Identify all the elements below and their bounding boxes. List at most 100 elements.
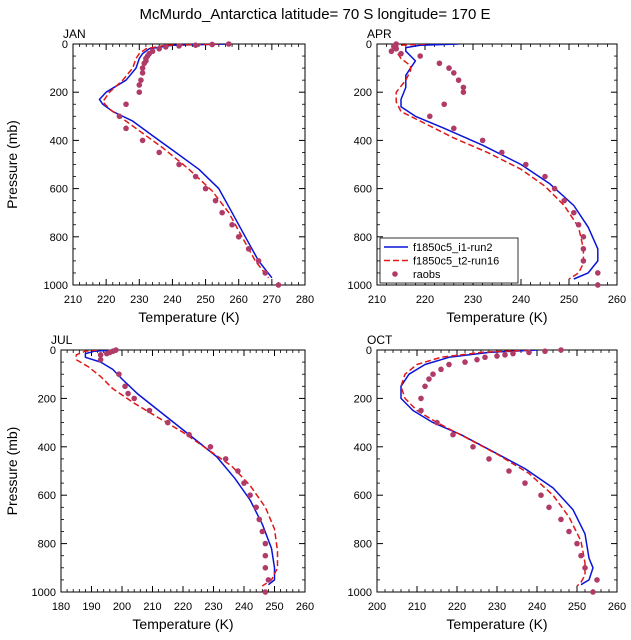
- x-tick-label-jul: 220: [174, 601, 192, 613]
- raobs-point-apr: [427, 113, 433, 120]
- raobs-point-apr: [542, 173, 548, 180]
- raobs-point-jul: [256, 516, 263, 523]
- raobs-point-oct: [494, 353, 500, 359]
- raobs-point-oct: [594, 577, 600, 583]
- series-group-oct: [400, 350, 594, 587]
- series-group-jul: [75, 350, 279, 587]
- raobs-point-apr: [436, 60, 443, 67]
- panels: JAN 210 220 230 240 250 260 270 280 0 200 400 600 800…: [4, 27, 626, 632]
- y-tick-label-jul: 800: [38, 539, 56, 551]
- raobs-point-jan: [262, 270, 269, 276]
- x-tick-label-jul: 230: [204, 601, 222, 613]
- raobs-point-oct: [430, 371, 436, 378]
- raobs-point-jul: [125, 390, 131, 397]
- raobs-point-apr: [499, 149, 505, 156]
- raobs-point-apr: [451, 70, 457, 76]
- x-tick-label-jan: 220: [97, 294, 115, 306]
- raobs-point-jan: [138, 77, 144, 83]
- raobs-point-apr: [479, 137, 486, 144]
- x-tick-label-jan: 230: [130, 294, 148, 306]
- panel-label-jan: JAN: [63, 27, 86, 41]
- raobs-point-jan: [176, 161, 182, 168]
- y-tick-label-jan: 800: [50, 232, 68, 244]
- raobs-point-apr: [595, 270, 601, 276]
- raobs-point-oct: [486, 456, 492, 462]
- x-tick-label-jul: 250: [265, 601, 283, 613]
- raobs-point-jul: [146, 407, 153, 414]
- raobs-point-jan: [275, 282, 282, 288]
- raobs-point-jan: [141, 60, 148, 67]
- raobs-point-jul: [164, 419, 171, 426]
- raobs-point-apr: [595, 282, 601, 288]
- legend-box: [379, 237, 519, 284]
- raobs-point-apr: [551, 185, 558, 192]
- x-tick-label-oct: 260: [608, 601, 626, 613]
- raobs-point-jan: [192, 173, 199, 180]
- x-tick-label-jan: 280: [296, 294, 314, 306]
- raobs-point-oct: [418, 407, 424, 414]
- raobs-point-apr: [455, 77, 462, 83]
- x-tick-label-jul: 240: [235, 601, 253, 613]
- raobs-point-oct: [578, 552, 584, 559]
- raobs-point-jul: [259, 528, 266, 535]
- panel-label-jul: JUL: [51, 333, 73, 347]
- raobs-point-oct: [422, 383, 428, 390]
- run2-line-jul: [84, 350, 276, 586]
- raobs-point-jul: [97, 356, 104, 363]
- x-tick-label-oct: 240: [528, 601, 546, 613]
- run2-line-jan: [98, 44, 273, 279]
- raobs-point-oct: [538, 492, 544, 499]
- raobs-point-jul: [186, 431, 192, 438]
- raobs-point-jan: [219, 209, 225, 216]
- raobs-point-apr: [398, 50, 404, 57]
- y-tick-label-jan: 1000: [44, 280, 68, 292]
- x-tick-label-oct: 210: [408, 601, 426, 613]
- x-axis-label-oct: Temperature (K): [446, 616, 547, 632]
- plot-frame-jul: [60, 349, 306, 593]
- raobs-point-oct: [450, 431, 456, 438]
- raobs-point-oct: [522, 480, 528, 486]
- raobs-point-oct: [558, 516, 564, 523]
- raobs-point-apr: [388, 48, 395, 55]
- raobs-point-jul: [122, 383, 128, 390]
- x-tick-label-oct: 250: [568, 601, 586, 613]
- raobs-point-apr: [460, 84, 467, 91]
- y-tick-label-jul: 400: [38, 442, 56, 454]
- y-tick-label-jul: 0: [50, 345, 56, 357]
- raobs-point-jul: [262, 552, 269, 559]
- raobs-point-oct: [582, 565, 588, 571]
- y-tick-label-apr: 400: [354, 135, 372, 147]
- raobs-point-jul: [131, 395, 137, 402]
- x-axis-label-jul: Temperature (K): [132, 616, 233, 632]
- raobs-point-oct: [434, 419, 440, 426]
- x-tick-label-apr: 230: [464, 294, 482, 306]
- x-tick-label-jan: 240: [163, 294, 181, 306]
- raobs-point-jan: [209, 41, 215, 48]
- raobs-point-apr: [580, 246, 587, 252]
- legend-label-run16: f1850c5_t2-run16: [413, 256, 499, 268]
- y-tick-label-jan: 600: [50, 184, 68, 196]
- y-tick-label-apr: 800: [354, 232, 372, 244]
- series-group-jan: [98, 44, 273, 279]
- y-tick-label-jan: 0: [62, 39, 68, 51]
- raobs-point-jul: [97, 352, 104, 358]
- raobs-point-jan: [123, 101, 129, 108]
- raobs-point-jul: [262, 540, 269, 547]
- raobs-point-oct: [482, 354, 488, 361]
- raobs-point-jan: [212, 197, 219, 204]
- panel-oct: OCT 200 210 220 230 240 250 260 0 200 400 600 800 100…: [348, 333, 627, 632]
- y-tick-label-oct: 400: [354, 442, 372, 454]
- raobs-point-jan: [123, 125, 129, 132]
- raobs-point-jan: [116, 113, 123, 120]
- x-tick-label-jul: 180: [52, 601, 70, 613]
- x-tick-label-jul: 190: [82, 601, 100, 613]
- x-tick-label-apr: 220: [416, 294, 434, 306]
- y-tick-label-jul: 600: [38, 490, 56, 502]
- raobs-point-oct: [474, 356, 480, 363]
- raobs-point-jul: [235, 468, 241, 474]
- x-tick-label-jan: 260: [230, 294, 248, 306]
- raobs-point-jul: [262, 565, 269, 571]
- run2-line-oct: [400, 350, 594, 586]
- raobs-point-jan: [163, 44, 169, 50]
- raobs-point-jan: [202, 185, 209, 192]
